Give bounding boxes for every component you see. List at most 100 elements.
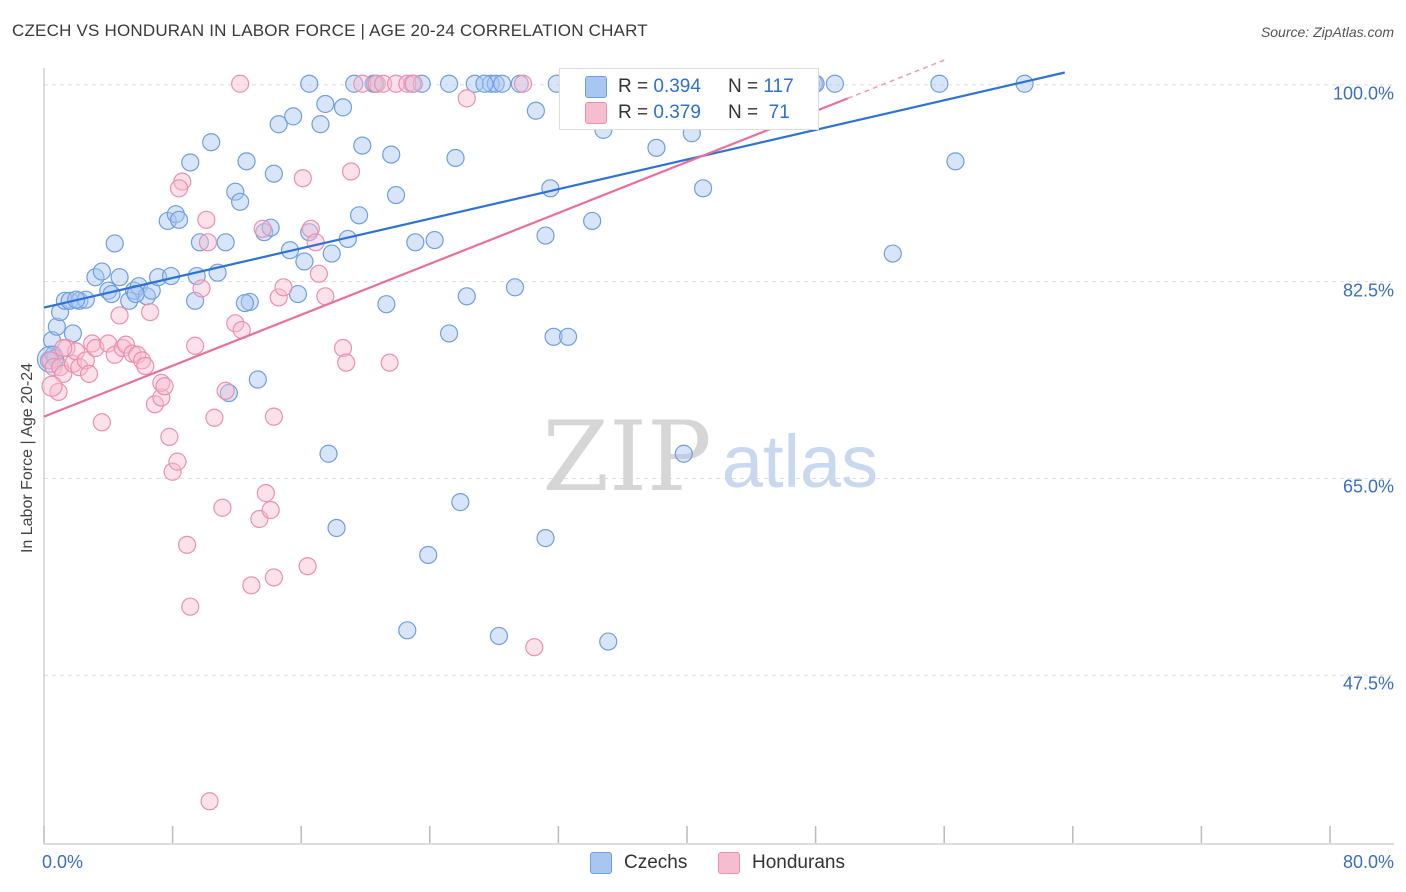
honduran-point: [256, 484, 275, 503]
czech-trend-line: [43, 71, 1066, 309]
honduran-point: [205, 408, 224, 427]
czech-point: [419, 545, 438, 565]
czech-point: [377, 295, 396, 314]
honduran-point: [341, 162, 361, 181]
legend-label-czechs: Czechs: [624, 852, 688, 873]
czech-point: [439, 74, 459, 93]
x-tick-max: 80.0%: [1342, 852, 1394, 872]
honduran-point: [380, 353, 399, 372]
czech-point: [536, 226, 555, 245]
honduran-point: [181, 597, 200, 616]
chart-title: CZECH VS HONDURAN IN LABOR FORCE | AGE 2…: [12, 21, 648, 40]
honduran-point: [309, 264, 328, 283]
watermark: ZIP atlas: [542, 401, 878, 513]
honduran-point: [261, 500, 280, 520]
czech-point: [505, 278, 525, 297]
honduran-point: [140, 302, 160, 322]
czech-point: [226, 182, 245, 201]
honduran-point: [525, 638, 544, 657]
honduran-point: [41, 375, 63, 397]
czech-point: [446, 148, 465, 168]
czech-point: [248, 370, 267, 389]
czech-point: [439, 324, 459, 343]
czech-point: [544, 327, 563, 346]
honduran-point: [132, 351, 152, 370]
honduran-point: [398, 74, 417, 93]
czech-point: [406, 233, 425, 252]
honduran-point: [404, 74, 423, 93]
czech-point: [451, 493, 470, 512]
honduran-point: [136, 356, 155, 376]
czech-point: [269, 115, 288, 134]
y-tick-label: 47.5%: [1342, 673, 1394, 694]
honduran-point: [274, 278, 293, 297]
honduran-point: [79, 364, 99, 384]
czech-point: [489, 626, 509, 646]
czech-point: [202, 133, 221, 152]
czech-point: [237, 152, 256, 171]
czech-point: [316, 94, 335, 114]
honduran-point: [163, 462, 182, 481]
honduran-point: [306, 233, 325, 252]
honduran-point: [168, 452, 187, 471]
czech-point: [349, 206, 369, 225]
czech-point: [825, 74, 844, 93]
honduran-point: [353, 74, 372, 93]
honduran-point: [197, 210, 216, 229]
honduran-point: [116, 335, 136, 354]
czech-point: [583, 211, 602, 231]
legend-item-czechs[interactable]: Czechs: [590, 852, 687, 874]
honduran-point: [226, 314, 245, 333]
honduran-point: [186, 336, 205, 355]
czech-point: [930, 74, 949, 93]
czech-point: [693, 179, 713, 198]
honduran-point: [145, 395, 165, 414]
czech-point: [92, 262, 111, 281]
czech-point: [235, 293, 255, 313]
honduran-point: [374, 74, 393, 93]
honduran-point: [99, 334, 118, 353]
honduran-trend-line: [43, 97, 849, 418]
czech-point: [333, 98, 353, 117]
honduran-point: [152, 388, 171, 407]
czech-point: [110, 268, 129, 287]
honduran-point: [242, 576, 261, 595]
legend-label-hondurans: Hondurans: [752, 852, 845, 873]
czech-point: [264, 164, 283, 183]
honduran-r: R = 0.379: [618, 102, 701, 123]
y-tick-label: 65.0%: [1342, 476, 1394, 497]
honduran-point: [44, 358, 63, 377]
czech-point: [311, 115, 330, 134]
czech-point: [493, 74, 512, 93]
czech-point: [883, 244, 902, 263]
czech-point: [120, 291, 139, 310]
honduran-point: [298, 557, 317, 576]
honduran-point: [155, 377, 174, 396]
honduran-point: [269, 288, 288, 307]
honduran-point: [293, 169, 312, 188]
stats-legend: R = 0.394 N = 117 R = 0.379 N = 71: [559, 68, 819, 130]
y-tick-label: 82.5%: [1342, 280, 1394, 301]
honduran-point: [169, 179, 189, 198]
czech-point: [425, 230, 444, 250]
czech-point: [457, 287, 476, 306]
honduran-point: [152, 373, 171, 392]
czech-point: [295, 252, 314, 271]
czech-point: [322, 244, 341, 263]
trend-lines: [43, 59, 1066, 418]
czech-point: [216, 233, 235, 252]
watermark-zip: ZIP: [542, 401, 711, 513]
honduran-point: [216, 381, 235, 400]
honduran-point: [513, 74, 533, 93]
axes: [43, 68, 1394, 845]
honduran-points: [41, 74, 544, 811]
czech-point: [558, 327, 578, 346]
czech-point: [465, 74, 484, 93]
honduran-point: [76, 351, 95, 370]
czech-point: [47, 317, 66, 336]
legend-item-hondurans[interactable]: Hondurans: [718, 852, 845, 874]
czech-point: [475, 74, 494, 93]
honduran-point: [70, 358, 89, 377]
czech-point: [599, 632, 618, 651]
